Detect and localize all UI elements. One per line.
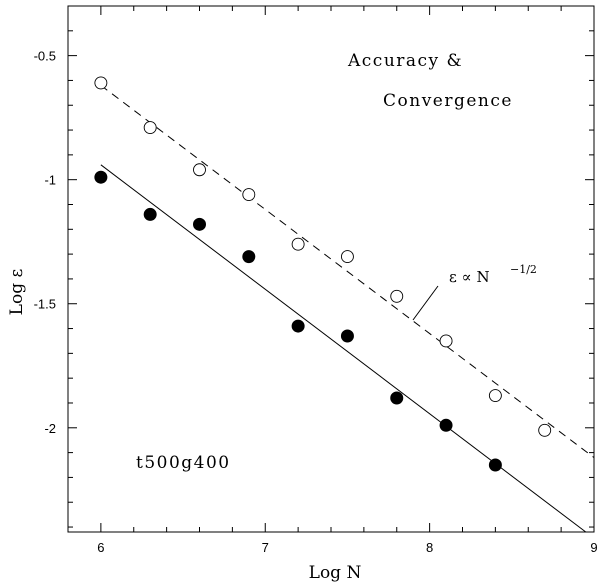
filled-circle-point	[488, 458, 502, 472]
filled-circle-point	[242, 250, 256, 264]
filled-circle-point	[340, 329, 354, 343]
filled-circle-point	[390, 391, 404, 405]
y-tick-label: -2	[44, 421, 56, 436]
open-circle-point	[193, 163, 206, 177]
open-circle-point	[488, 389, 502, 402]
model-label: t500g400	[136, 453, 231, 473]
y-axis-label: Log ε	[7, 269, 27, 316]
open-circle-point	[94, 76, 108, 90]
open-circle-point	[340, 250, 354, 264]
slope-relation-text: ε ∝ N	[449, 268, 490, 286]
title-line-1: Accuracy &	[347, 51, 463, 71]
x-tick-label: 8	[426, 540, 433, 555]
filled-circle-point	[291, 319, 305, 333]
slope-annotation: ε ∝ N −1/2	[412, 263, 537, 321]
fit-line-dashed	[100, 84, 595, 458]
filled-circle-point	[439, 418, 453, 432]
filled-circle-point	[94, 170, 108, 184]
data-points	[94, 76, 552, 472]
y-tick-label: -1.5	[34, 297, 56, 312]
open-circle-point	[439, 334, 453, 348]
fit-line-solid	[100, 164, 587, 533]
fit-lines	[100, 84, 595, 533]
y-tick-label: -0.5	[34, 49, 56, 64]
open-circle-point	[291, 237, 305, 251]
x-tick-label: 6	[97, 540, 104, 555]
open-circle-point	[242, 188, 256, 202]
title-line-2: Convergence	[383, 91, 513, 111]
open-circle-point	[143, 121, 157, 135]
x-tick-label: 7	[262, 540, 269, 555]
axis-ticks: 6 7 8 9 -0.5 -1 -1.5 -2	[34, 5, 598, 555]
slope-annotation-pointer	[412, 285, 439, 321]
filled-circle-point	[193, 217, 206, 231]
x-axis-label: Log N	[309, 563, 362, 583]
slope-relation-exponent: −1/2	[510, 263, 537, 276]
x-tick-label: 9	[590, 540, 597, 555]
open-circle-point	[538, 423, 552, 437]
y-tick-label: -1	[44, 173, 56, 188]
filled-circle-point	[143, 207, 157, 221]
open-circle-point	[390, 289, 404, 303]
